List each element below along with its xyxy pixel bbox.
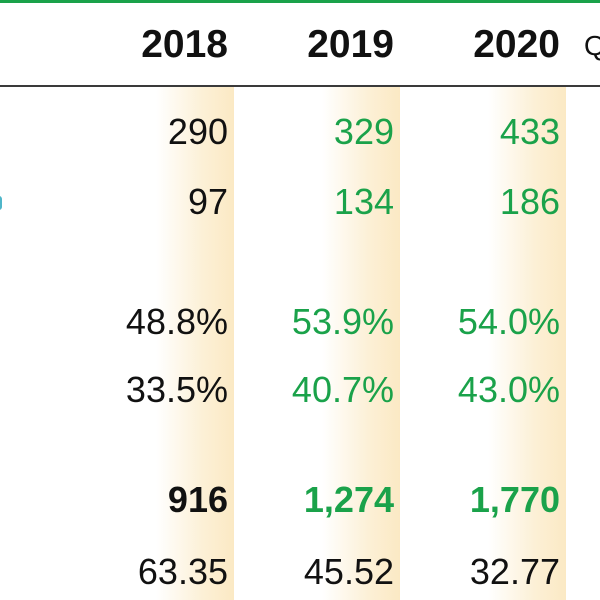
cell-r5-2018: 916 <box>167 479 228 520</box>
cell-r2-2018: 97 <box>187 181 228 222</box>
cell-r3-2018: 48.8% <box>125 301 228 342</box>
top-green-rule <box>0 0 600 3</box>
cell-r4-2019: 40.7% <box>291 369 394 410</box>
row-marker <box>0 196 2 210</box>
cell-r5-2020: 1,770 <box>469 479 560 520</box>
cell-r6-2018: 63.35 <box>137 551 228 592</box>
column-shade-2018 <box>156 87 234 600</box>
cell-r3-2020: 54.0% <box>457 301 560 342</box>
year-header-partial: Q <box>584 30 600 61</box>
cell-r1-2019: 329 <box>333 111 394 152</box>
column-shade-2019 <box>322 87 400 600</box>
cell-r3-2019: 53.9% <box>291 301 394 342</box>
year-header-2019: 2019 <box>307 23 394 66</box>
cell-r5-2019: 1,274 <box>303 479 394 520</box>
cell-r1-2018: 290 <box>167 111 228 152</box>
cell-r2-2020: 186 <box>499 181 560 222</box>
cell-r4-2018: 33.5% <box>125 369 228 410</box>
cell-r2-2019: 134 <box>333 181 394 222</box>
year-header-2018: 2018 <box>141 23 228 66</box>
cell-r6-2020: 32.77 <box>469 551 560 592</box>
cell-r6-2019: 45.52 <box>303 551 394 592</box>
header-rule <box>0 85 600 87</box>
cell-r4-2020: 43.0% <box>457 369 560 410</box>
year-header-2020: 2020 <box>473 23 560 66</box>
column-shade-2020 <box>488 87 566 600</box>
cell-r1-2020: 433 <box>499 111 560 152</box>
